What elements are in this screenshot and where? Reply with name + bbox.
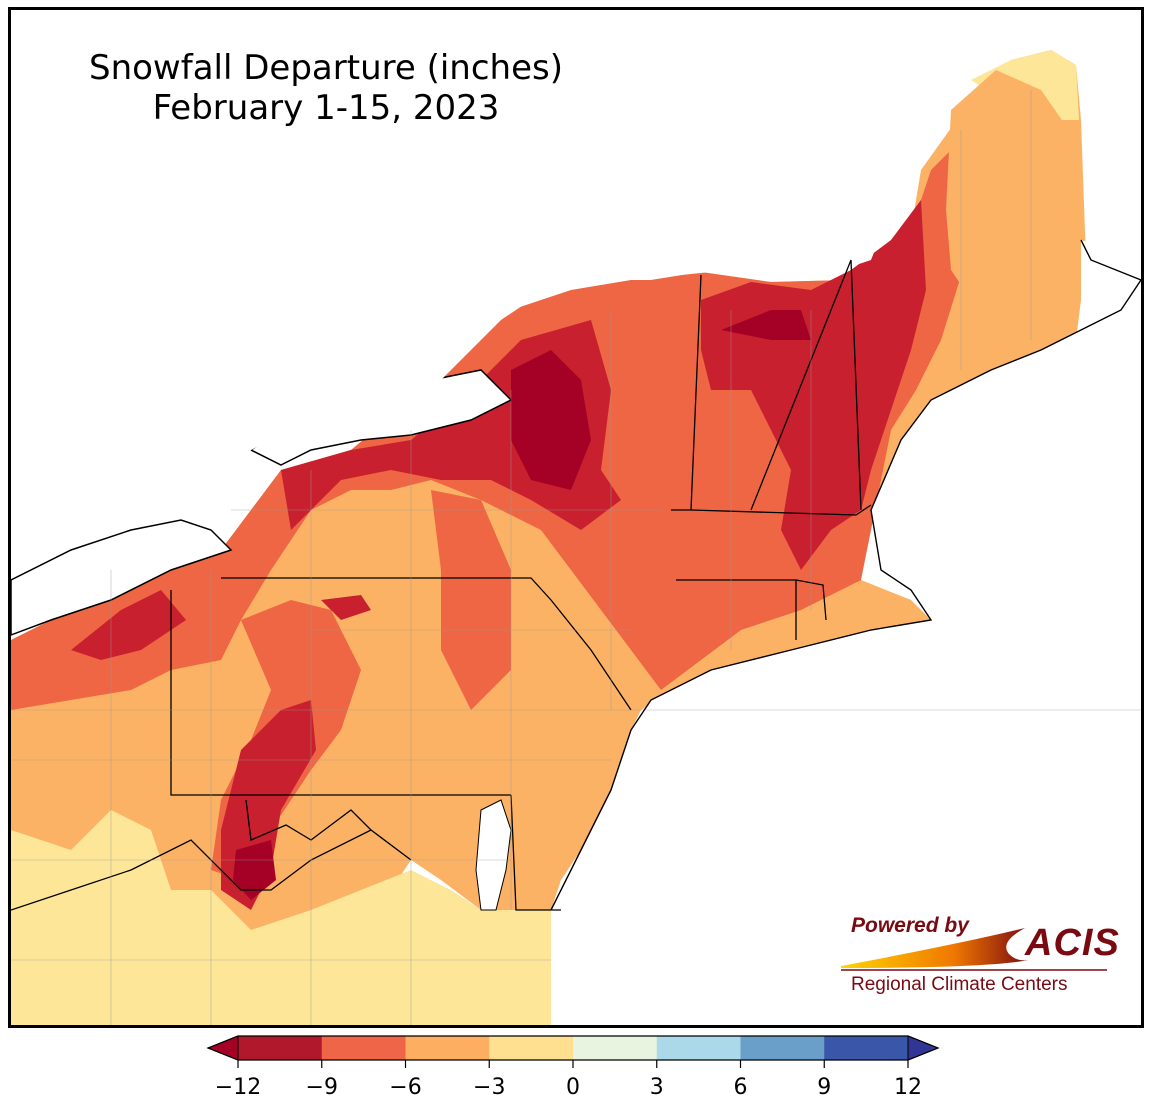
colorbar-tick-label: 0 (566, 1075, 580, 1100)
low-region-erie (71, 590, 186, 660)
very-low-region-ny (511, 350, 591, 490)
colorbar-tick-label: 9 (817, 1075, 831, 1100)
colorbar-cell (656, 1036, 741, 1060)
colorbar-cell (740, 1036, 825, 1060)
coastline (550, 239, 1141, 911)
near-zero-region (11, 810, 551, 1025)
very-low-region-wv (233, 840, 276, 900)
colorbar-tick-label: −3 (473, 1075, 505, 1100)
colorbar-ticks: −12 −9 −6 −3 0 3 6 9 12 (215, 1060, 922, 1100)
county-lines (11, 90, 1141, 1025)
acis-swoosh-icon (841, 928, 1107, 971)
chesapeake-bay (475, 799, 512, 911)
colorbar-cell (238, 1036, 323, 1060)
colorbar-low-arrow (206, 1035, 239, 1061)
low-region-vt-nh (701, 200, 926, 570)
very-low-region-vt (721, 310, 811, 340)
atlantic-ocean (551, 240, 1141, 1025)
colorbar-outline (206, 1035, 940, 1061)
title-line-2: February 1-15, 2023 (152, 88, 500, 128)
colorbar-cell (824, 1036, 909, 1060)
acis-logo: Powered by ACIS Regional Climate Centers (839, 910, 1129, 1005)
colorbar-cell (405, 1036, 490, 1060)
colorbar-high-arrow (907, 1035, 940, 1061)
acis-name: ACIS (1025, 922, 1120, 964)
colorbar-cell (321, 1036, 406, 1060)
colorbar-tick-label: −9 (306, 1075, 338, 1100)
colorbar-tick-label: 3 (650, 1075, 664, 1100)
title-line-1: Snowfall Departure (inches) (89, 48, 563, 88)
colorbar-legend: −12 −9 −6 −3 0 3 6 9 12 (206, 1035, 940, 1100)
colorbar-tick-label: 6 (734, 1075, 748, 1100)
departure-map (11, 10, 1141, 1025)
map-title: Snowfall Departure (inches) February 1-1… (51, 48, 601, 128)
acis-powered-by: Powered by (851, 914, 969, 937)
map-panel: Snowfall Departure (inches) February 1-1… (8, 7, 1144, 1028)
mid-low-region-central (431, 490, 511, 710)
colorbar-cell (573, 1036, 658, 1060)
low-region-pa-spot (321, 595, 371, 620)
colorbar-cell (489, 1036, 574, 1060)
colorbar-cells (238, 1036, 909, 1060)
mid-low-region-ne (946, 70, 1081, 300)
state-borders (11, 259, 872, 911)
acis-subtitle: Regional Climate Centers (851, 974, 1068, 995)
canada-landmass (11, 10, 971, 570)
colorbar-tick-label: −12 (215, 1075, 261, 1100)
lake-erie (11, 519, 233, 636)
colorbar-tick-label: −6 (389, 1075, 421, 1100)
colorbar-tick-label: 12 (894, 1075, 922, 1100)
